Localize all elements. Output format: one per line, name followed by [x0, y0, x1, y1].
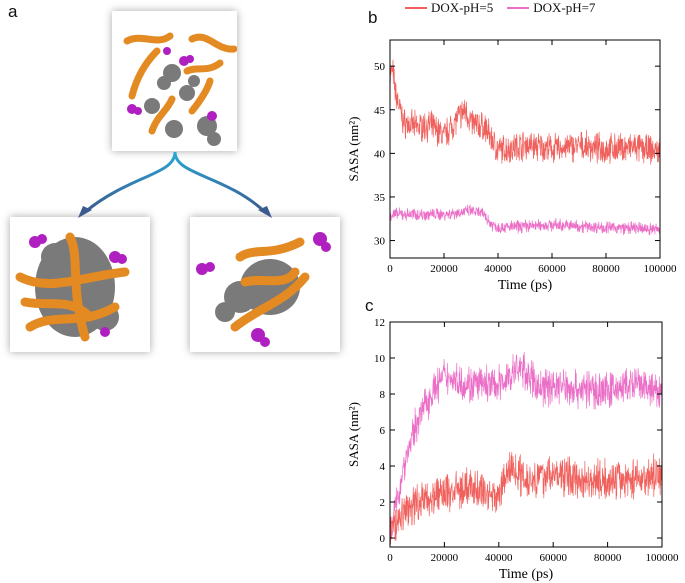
- y-tick-label: 6: [380, 425, 386, 437]
- legend-swatch-ph7: [507, 7, 530, 9]
- panel-label-a: a: [8, 2, 18, 21]
- x-tick-label: 80000: [594, 552, 622, 564]
- y-tick-label: 12: [374, 317, 385, 329]
- y-tick-label: 0: [380, 533, 386, 545]
- arrow-right: [173, 151, 267, 214]
- x-tick-label: 60000: [539, 552, 567, 564]
- y-tick-label: 10: [374, 353, 386, 365]
- legend-item-ph7: DOX-pH=7: [507, 0, 595, 16]
- x-axis-label: Time (ps): [498, 278, 553, 293]
- x-tick-label: 40000: [485, 552, 513, 564]
- snapshot-ph7-image: [196, 232, 331, 347]
- x-tick-label: 20000: [430, 263, 458, 275]
- x-tick-label: 20000: [431, 552, 459, 564]
- y-axis-label: SASA (nm²): [346, 402, 361, 467]
- y-tick-label: 30: [374, 236, 386, 248]
- plot-frame: [389, 39, 661, 259]
- x-tick-label: 100000: [646, 552, 680, 564]
- legend-label-ph5: DOX-pH=5: [431, 0, 494, 15]
- legend-swatch-ph5: [405, 7, 427, 9]
- plot-frame: [389, 321, 663, 548]
- series-line-dox-ph-5: [389, 59, 661, 165]
- snapshot-ph5: [10, 217, 150, 352]
- snapshot-ph5-image: [15, 232, 130, 342]
- y-tick-label: 40: [374, 148, 386, 160]
- y-axis-label: SASA (nm²): [346, 117, 361, 182]
- x-tick-label: 60000: [538, 263, 566, 275]
- panel-label-b: b: [368, 8, 378, 27]
- arrowhead-left-icon: [78, 206, 92, 218]
- legend-item-ph5: DOX-pH=5: [405, 0, 493, 16]
- x-tick-label: 40000: [484, 263, 512, 275]
- x-tick-label: 100000: [644, 263, 678, 275]
- y-tick-label: 2: [380, 497, 386, 509]
- series-line-dox-ph-7: [389, 204, 661, 236]
- chart-b: 0 20000 40000 60000 80000 100000 30 35 40 45 50 Tim…: [346, 39, 678, 293]
- chart-legend: DOX-pH=5 DOX-pH=7: [405, 0, 595, 16]
- y-tick-label: 50: [374, 61, 386, 73]
- y-tick-label: 45: [374, 105, 386, 117]
- snapshot-initial: [112, 11, 238, 151]
- x-tick-label: 0: [387, 552, 393, 564]
- series-line-dox-ph-5: [389, 452, 663, 545]
- chart-c: 0 20000 40000 60000 80000 100000 0 2 4 6 8 10 12 Time…: [346, 317, 680, 582]
- y-tick-label: 35: [374, 192, 386, 204]
- panel-label-c: c: [365, 296, 374, 315]
- snapshot-initial-image: [123, 32, 238, 146]
- y-tick-label: 4: [380, 461, 386, 473]
- x-tick-label: 0: [387, 263, 393, 275]
- legend-label-ph7: DOX-pH=7: [533, 0, 596, 15]
- snapshot-ph7: [190, 217, 340, 352]
- arrowhead-right-icon: [258, 206, 272, 218]
- arrow-left: [84, 151, 177, 214]
- branch-arrows: [78, 151, 272, 218]
- series-line-dox-ph-7: [389, 351, 663, 540]
- x-tick-label: 80000: [592, 263, 620, 275]
- y-tick-label: 8: [380, 389, 386, 401]
- x-axis-label: Time (ps): [499, 567, 554, 582]
